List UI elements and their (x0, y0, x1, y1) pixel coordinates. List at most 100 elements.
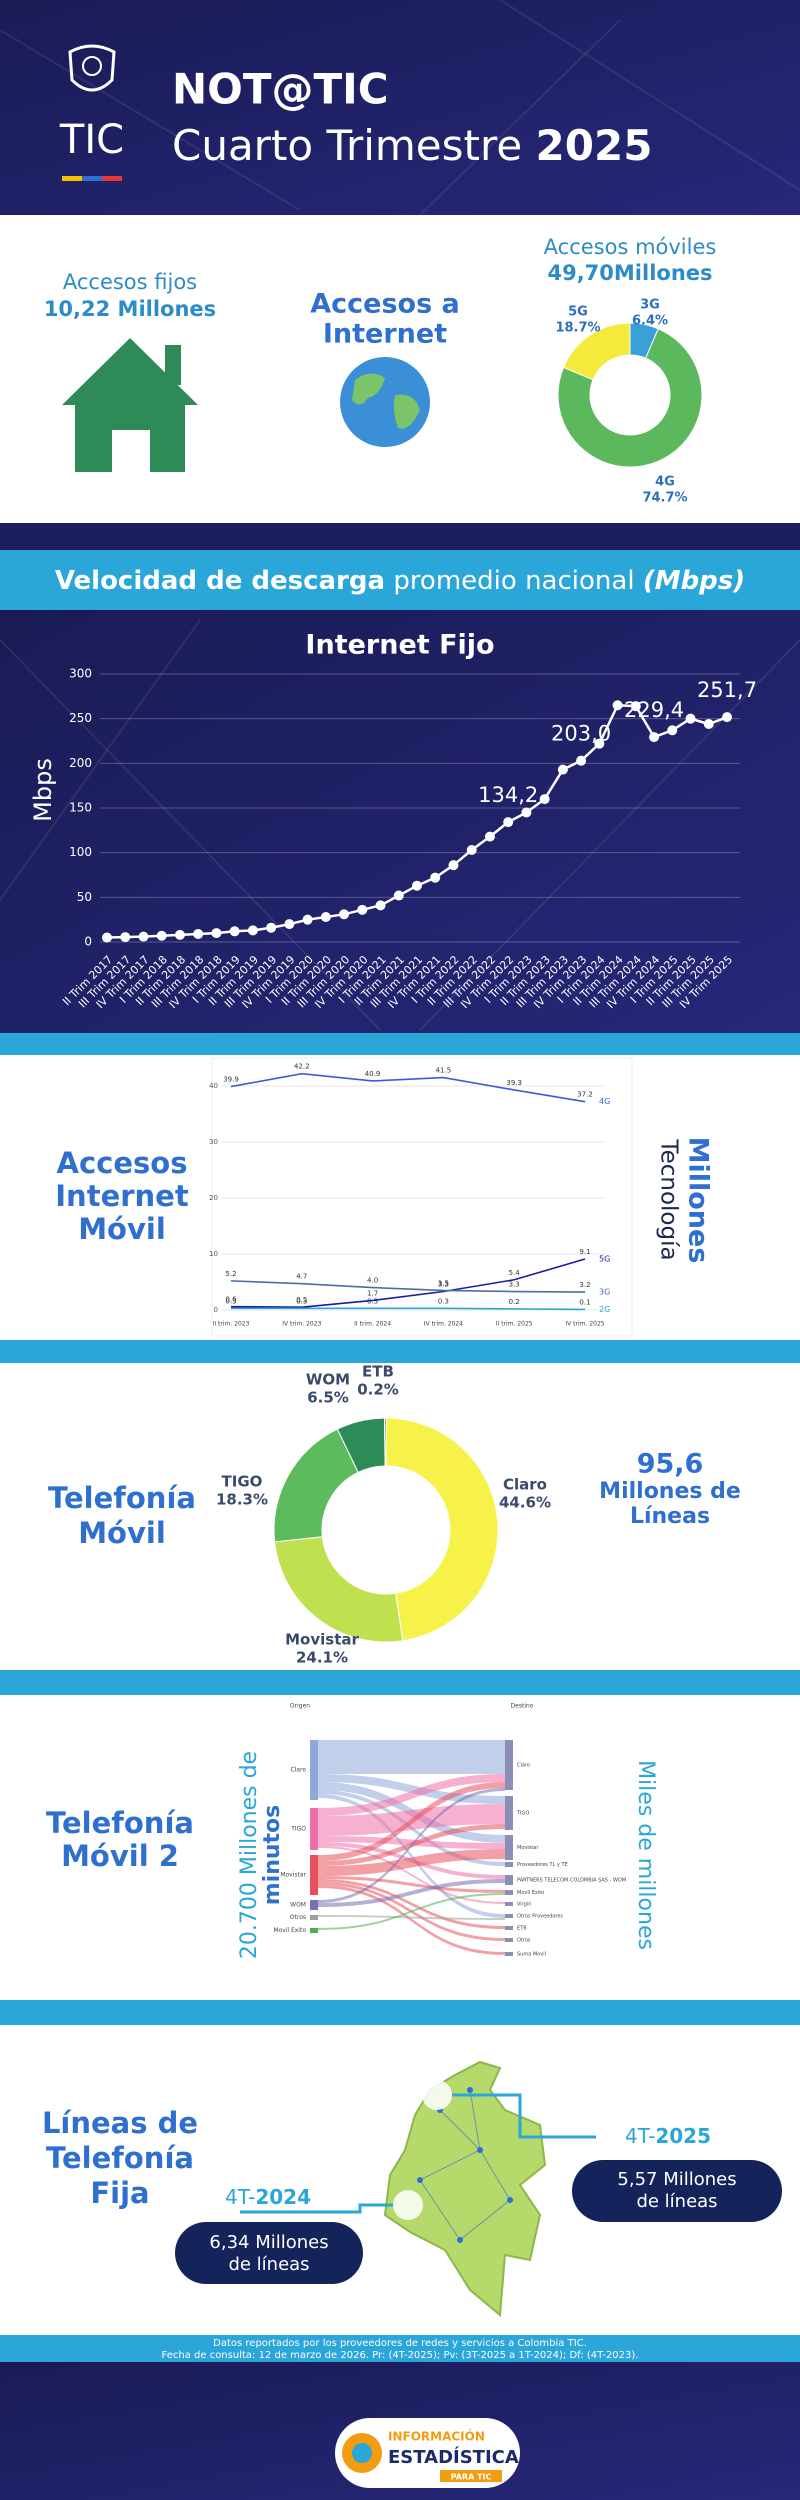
sankey-node (505, 1835, 513, 1860)
sankey-ribbon (318, 1740, 505, 1774)
value-label: 3.3 (509, 1281, 520, 1289)
data-point (284, 919, 295, 930)
data-point (667, 725, 678, 736)
y-tick-label: 0 (214, 1306, 218, 1314)
data-point (430, 872, 441, 883)
value-label: 39.9 (223, 1076, 239, 1084)
destination-label: PARTNERS TELECOM COLOMBIA SAS - WOM (517, 1878, 626, 1884)
destination-label: Otros Proveedores (517, 1914, 563, 1920)
band-title: Velocidad de descarga promedio nacional … (55, 566, 745, 596)
sankey-ribbon (318, 1849, 505, 1876)
value-label: 0.1 (579, 1298, 590, 1306)
destination-label: Proveedores TL y TE (517, 1862, 568, 1868)
subtitle-text: Cuarto Trimestre (172, 121, 522, 170)
value: 10,22 Millones (44, 297, 216, 321)
destination-label: Virgin (517, 1902, 531, 1908)
value-label: 4.0 (367, 1277, 378, 1285)
total: 95,6 (637, 1449, 704, 1480)
slice-value: 18.7% (555, 321, 600, 336)
sankey-node (505, 1740, 513, 1790)
section-title: Fija (90, 2176, 149, 2210)
section-title: Móvil 2 (61, 1839, 179, 1873)
logo-text: PARA TIC (451, 2473, 492, 2482)
logo-text: INFORMACIÓN (388, 2429, 485, 2444)
sankey-ribbon (318, 1774, 505, 1804)
header: Destino (511, 1703, 534, 1710)
slice-label: 4G (655, 475, 675, 490)
label: Internet (323, 319, 447, 350)
y-tick-label: 0 (84, 935, 92, 949)
slice-label: TIGO (222, 1473, 263, 1491)
data-point (576, 755, 587, 766)
slice-value: 6.4% (632, 314, 668, 329)
data-point (211, 928, 222, 939)
sankey-node (505, 1796, 513, 1830)
donut-slice (557, 328, 703, 468)
origin-label: TIGO (290, 1826, 306, 1833)
origin-label: Movil Exito (273, 1927, 306, 1934)
section-title: Telefonía (48, 1481, 196, 1515)
map (175, 2060, 782, 2317)
destination-label: Suma Movil (517, 1952, 546, 1958)
footer-band (0, 2335, 800, 2362)
x-tick-label: IV trim. 2024 (424, 1321, 463, 1328)
data-point (339, 909, 350, 920)
period: 4T-2025 (625, 2124, 711, 2148)
y-tick-label: 10 (209, 1250, 218, 1258)
donut-slice (274, 1536, 404, 1643)
period-year: 2025 (655, 2124, 711, 2148)
chart-title: Internet Fijo (305, 630, 494, 661)
data-point (174, 929, 185, 940)
destination-label: TIGO (516, 1811, 529, 1817)
data-point (156, 930, 167, 941)
sankey-node (310, 1855, 318, 1895)
series-line (230, 1258, 586, 1309)
value-label: 0.3 (225, 1297, 236, 1305)
band-title-bold: Velocidad de descarga (55, 566, 385, 596)
logo-text: TIC (59, 117, 124, 163)
value-label: 1.7 (367, 1289, 378, 1297)
value-label: 3.3 (438, 1281, 449, 1289)
section-title: Líneas de (42, 2106, 198, 2140)
data-point (685, 713, 696, 724)
label: Accesos fijos (63, 270, 197, 294)
band (0, 550, 800, 610)
data-point (557, 764, 568, 775)
data-point (302, 914, 313, 925)
value-label: 0.6 (225, 1296, 237, 1304)
data-point (357, 904, 368, 915)
side-label: minutos (260, 1805, 285, 1906)
band-title-normal: promedio nacional (393, 566, 634, 596)
house-icon (62, 338, 198, 472)
legend-label: 4G (599, 1097, 610, 1106)
data-point (120, 932, 131, 943)
header: Origen (290, 1703, 310, 1710)
side-label: 20.700 Millones de (237, 1751, 262, 1959)
data-point (649, 732, 660, 743)
sankey-node (310, 1900, 318, 1910)
origin-label: Movistar (280, 1872, 306, 1879)
sankey-ribbon (318, 1846, 505, 1904)
section-title: Telefonía (46, 2141, 194, 2175)
sankey-node (505, 1914, 513, 1918)
data-point (193, 928, 204, 939)
slice-label: 5G (568, 305, 588, 320)
x-tick-label: II trim. 2023 (213, 1321, 250, 1328)
data-point (375, 900, 386, 911)
slice-label: Movistar (285, 1631, 359, 1649)
strip (0, 1033, 800, 1055)
donut-slice (385, 1417, 499, 1642)
data-point (612, 700, 623, 711)
sankey-ribbon (318, 1788, 505, 1903)
data-point (448, 860, 459, 871)
value-label: 4.7 (296, 1273, 307, 1281)
logo (62, 44, 122, 181)
x-tick-label: IV trim. 2025 (565, 1321, 604, 1328)
data-point (102, 932, 112, 943)
data-point (503, 817, 514, 828)
sankey-node (505, 1938, 513, 1942)
strip (0, 1340, 800, 1363)
slice-value: 0.2% (357, 1381, 399, 1399)
total-unit: Millones de (599, 1479, 741, 1504)
